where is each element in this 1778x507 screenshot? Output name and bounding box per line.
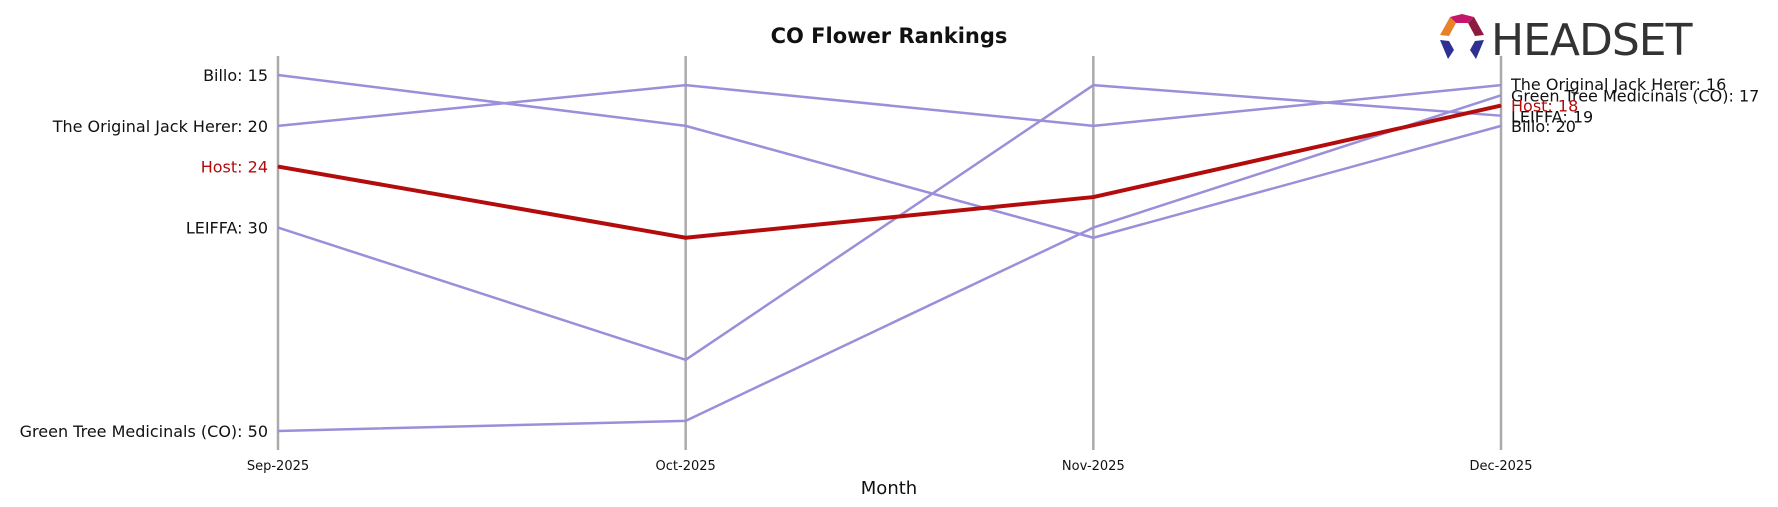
start-label-billo: Billo: 15 bbox=[203, 66, 268, 85]
data-point-the-original-jack-herer bbox=[685, 84, 687, 86]
series-line-host bbox=[277, 103, 1502, 240]
start-label-green-tree-medicinals-co: Green Tree Medicinals (CO): 50 bbox=[20, 422, 268, 441]
end-label-host: Host: 18 bbox=[1511, 97, 1578, 116]
end-label-green-tree-medicinals-co: Green Tree Medicinals (CO): 17 bbox=[1511, 86, 1759, 105]
data-point-billo bbox=[1092, 237, 1094, 239]
data-point-green-tree-medicinals-co bbox=[685, 420, 687, 422]
data-point-billo bbox=[277, 74, 279, 76]
data-point-leiffa bbox=[1500, 115, 1502, 117]
data-point-leiffa bbox=[1092, 84, 1094, 86]
start-label-leiffa: LEIFFA: 30 bbox=[186, 219, 268, 238]
data-point-host bbox=[277, 166, 279, 168]
series-line-the-original-jack-herer bbox=[277, 83, 1502, 128]
x-tick-labels: Sep-2025 Oct-2025 Nov-2025 Dec-2025 bbox=[247, 459, 1533, 474]
headset-logo-text: HEADSET bbox=[1491, 15, 1693, 66]
end-label-the-original-jack-herer: The Original Jack Herer: 16 bbox=[1510, 75, 1726, 94]
headset-logo-mark bbox=[1440, 14, 1484, 59]
headset-logo: HEADSET bbox=[1440, 14, 1694, 66]
data-point-green-tree-medicinals-co bbox=[1500, 94, 1502, 96]
series-line-green-tree-medicinals-co bbox=[277, 94, 1502, 433]
data-point-the-original-jack-herer bbox=[277, 125, 279, 127]
series-lines bbox=[277, 73, 1502, 433]
x-tick-label: Nov-2025 bbox=[1062, 459, 1125, 474]
series-line-leiffa bbox=[277, 83, 1502, 362]
end-label-billo: Billo: 20 bbox=[1511, 117, 1576, 136]
data-point-green-tree-medicinals-co bbox=[277, 430, 279, 432]
data-point-leiffa bbox=[277, 227, 279, 229]
data-point-the-original-jack-herer bbox=[1500, 84, 1502, 86]
data-point-billo bbox=[685, 125, 687, 127]
x-tick-label: Dec-2025 bbox=[1470, 459, 1533, 474]
data-point-green-tree-medicinals-co bbox=[1092, 227, 1094, 229]
data-point-host bbox=[685, 237, 687, 239]
data-point-the-original-jack-herer bbox=[1092, 125, 1094, 127]
month-axis-lines bbox=[276, 56, 1503, 450]
end-label-leiffa: LEIFFA: 19 bbox=[1511, 108, 1593, 127]
series-labels: Billo: 15 Billo: 20 The Original Jack Here… bbox=[20, 66, 1760, 441]
x-tick-label: Sep-2025 bbox=[247, 459, 309, 474]
data-point-leiffa bbox=[685, 359, 687, 361]
data-point-host bbox=[1092, 196, 1094, 198]
x-axis-label: Month bbox=[861, 478, 917, 499]
x-tick-label: Oct-2025 bbox=[656, 459, 716, 474]
start-label-host: Host: 24 bbox=[201, 158, 268, 177]
series-line-billo bbox=[277, 73, 1502, 239]
chart-title: CO Flower Rankings bbox=[771, 24, 1008, 48]
data-point-billo bbox=[1500, 125, 1502, 127]
start-label-the-original-jack-herer: The Original Jack Herer: 20 bbox=[52, 117, 268, 136]
data-point-host bbox=[1500, 105, 1502, 107]
